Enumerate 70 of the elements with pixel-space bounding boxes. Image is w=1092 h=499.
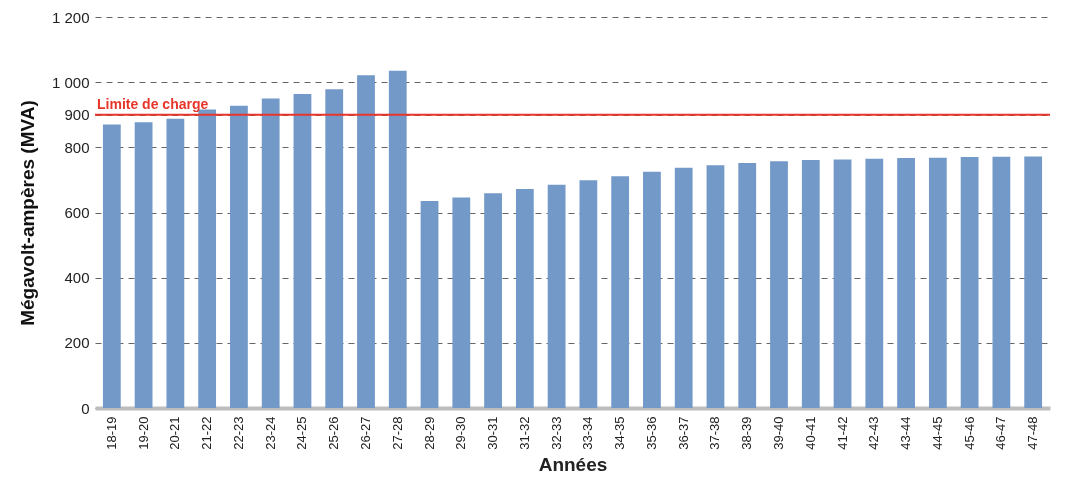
bar xyxy=(928,157,947,408)
bar xyxy=(992,156,1011,408)
y-tick-label: 400 xyxy=(64,269,90,287)
bar xyxy=(230,105,248,408)
x-tick-label: 39-40 xyxy=(771,416,786,450)
y-tick-label: 900 xyxy=(64,106,90,124)
x-tick-label: 42-43 xyxy=(866,416,882,450)
x-tick-label: 27-28 xyxy=(389,416,405,450)
bar xyxy=(134,122,153,408)
bar xyxy=(833,159,852,408)
x-tick-label: 44-45 xyxy=(929,416,945,450)
x-tick-label: 47-48 xyxy=(1025,416,1041,450)
x-tick-label: 28-29 xyxy=(421,416,437,450)
x-tick-label: 38-39 xyxy=(739,416,755,450)
y-tick-label: 0 xyxy=(81,399,90,417)
bar xyxy=(515,189,534,408)
x-tick-label: 37-38 xyxy=(707,416,723,450)
bar xyxy=(897,158,915,408)
x-tick-label: 22-23 xyxy=(230,416,246,450)
ref-line-label: Limite de charge xyxy=(97,95,209,112)
x-tick-label: 45-46 xyxy=(961,416,977,450)
x-tick-label: 33-34 xyxy=(580,416,596,450)
x-tick-label: 40-41 xyxy=(802,416,818,450)
x-tick-label: 41-42 xyxy=(834,416,850,450)
bar xyxy=(547,184,566,408)
x-tick-label: 30-31 xyxy=(485,416,501,450)
x-tick-label: 31-32 xyxy=(516,416,532,450)
x-tick-label: 23-24 xyxy=(262,416,278,450)
bar xyxy=(357,75,375,408)
bar xyxy=(643,171,661,408)
x-tick-label: 36-37 xyxy=(675,416,691,450)
x-tick-label: 19-20 xyxy=(135,416,151,450)
x-tick-label: 29-30 xyxy=(453,416,469,450)
y-tick-label: 1 200 xyxy=(51,8,90,26)
x-tick-label: 24-25 xyxy=(294,416,310,450)
x-tick-label: 26-27 xyxy=(358,416,373,450)
bar xyxy=(865,158,884,408)
bar xyxy=(770,161,788,408)
x-tick-label: 46-47 xyxy=(993,416,1009,450)
bar xyxy=(325,89,344,408)
bar xyxy=(420,201,439,408)
x-tick-label: 32-33 xyxy=(548,416,564,450)
bar xyxy=(166,118,185,408)
bar xyxy=(1024,156,1043,408)
y-tick-label: 800 xyxy=(64,138,90,156)
bar xyxy=(960,157,979,408)
bar xyxy=(801,160,820,408)
bar xyxy=(611,176,630,408)
bar xyxy=(102,124,121,408)
y-tick-label: 200 xyxy=(64,334,90,352)
x-tick-label: 43-44 xyxy=(898,416,914,450)
x-tick-label: 18-19 xyxy=(103,416,119,450)
bar xyxy=(293,93,312,408)
x-tick-label: 25-26 xyxy=(326,416,342,450)
bar xyxy=(261,98,280,408)
bar xyxy=(484,193,502,408)
x-tick-label: 34-35 xyxy=(612,416,628,450)
x-tick-label: 21-22 xyxy=(199,416,215,450)
y-axis-title: Mégavolt-ampères (MVA) xyxy=(16,100,38,326)
x-axis-title: Années xyxy=(538,453,608,475)
bar xyxy=(738,162,757,408)
x-tick-label: 20-21 xyxy=(167,416,183,450)
bar xyxy=(452,197,471,408)
bar xyxy=(706,165,725,408)
y-tick-label: 1 000 xyxy=(51,73,90,91)
bar xyxy=(579,180,598,408)
bar xyxy=(674,167,693,408)
x-tick-label: 35-36 xyxy=(643,416,659,450)
bar xyxy=(388,70,407,408)
y-tick-label: 600 xyxy=(64,204,90,221)
